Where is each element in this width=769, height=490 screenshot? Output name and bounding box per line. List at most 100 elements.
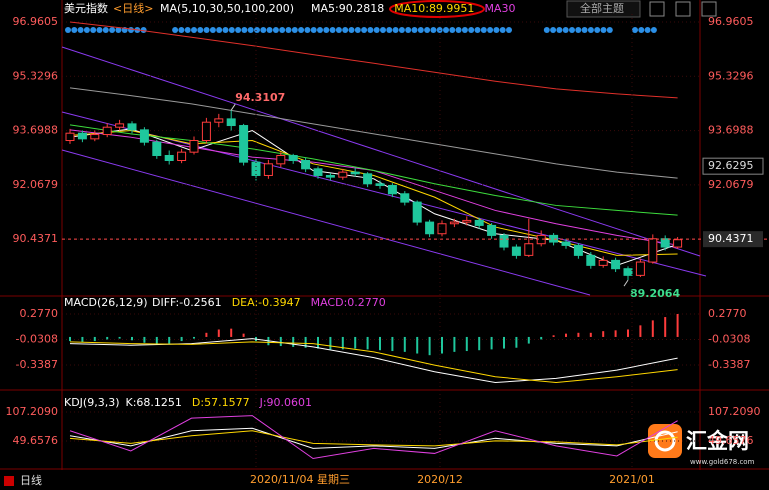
event-dot [411,27,418,33]
candle-body [375,183,385,186]
candle-body [363,173,373,185]
event-dot [644,27,651,33]
event-dot [235,27,242,33]
event-dot [310,27,317,33]
candle-body [313,168,323,176]
event-dot [247,27,254,33]
indicator: MA(5,10,30,50,100,200) [160,2,294,15]
candle-body [338,171,348,178]
candle-body [189,140,199,153]
event-dot [562,27,569,33]
indicator-line [69,415,678,460]
candle-body [301,159,311,170]
indicator-line [69,21,678,99]
candle-body [673,239,683,248]
event-dot [291,27,298,33]
event-dot [140,27,147,33]
candle-body [573,244,583,256]
candle-body [65,132,75,142]
candle-body [487,224,497,236]
period[interactable]: 日线 [20,473,42,487]
candle-body [412,201,422,223]
toolbar-icon[interactable] [649,1,665,17]
candle-body [251,161,261,176]
y-tick-label: -0.0308 [16,333,58,346]
candle-body [239,125,249,163]
event-dot [197,27,204,33]
logo-name: 汇金网 [686,429,749,453]
logo-icon [648,424,682,458]
event-dot [455,27,462,33]
y-tick-label-right: 0.2770 [708,307,747,320]
event-dot [575,27,582,33]
event-dot [650,27,657,33]
event-dot [443,27,449,33]
event-dot [380,27,386,33]
event-dot [71,27,78,33]
event-dot [348,27,355,33]
event-dot [556,27,563,33]
candle-body [524,243,534,256]
candle-body [623,268,633,276]
event-dot [474,27,481,33]
y-tick-label: 96.9605 [13,15,59,28]
event-dot [329,27,336,33]
event-dot [184,27,191,33]
high-pointer [230,103,236,111]
theme-button[interactable] [566,0,641,18]
candle-body [102,126,112,136]
event-dot [499,27,506,33]
event-dot [83,27,90,33]
legend-label: D:57.1577 [192,396,250,409]
event-dot [323,27,330,33]
event-dot [266,27,273,33]
legend-label: MA5:90.2818 [311,2,384,15]
candle-body [139,129,149,143]
title: 美元指数 [64,1,108,15]
low-annotation: 89.2064 [630,287,680,300]
y-tick-label-right: -0.0308 [708,333,750,346]
event-dot [172,27,179,33]
event-dot [587,27,594,33]
event-dot [191,27,197,33]
y-tick-label: 93.6988 [13,124,59,137]
event-dot [600,27,607,33]
candle-body [201,121,211,142]
candle-body [387,184,397,195]
y-tick-label-right: -0.3387 [708,358,750,371]
panel-title: MACD(26,12,9) [64,296,148,309]
event-dot [386,27,393,33]
y-tick-label-right: 93.6988 [708,124,754,137]
legend-label: MACD:0.2770 [311,296,386,309]
y-tick-label-right: 95.3296 [708,69,754,82]
theme-button-label[interactable]: 全部主题 [580,1,624,15]
event-dot [335,27,342,33]
candle-body [325,174,335,178]
candle-body [425,221,435,235]
channel-line [61,46,701,257]
candle-body [127,123,137,131]
toolbar-icon[interactable] [701,1,717,17]
event-dot [342,27,349,33]
legend-label: DEA:-0.3947 [232,296,301,309]
candle-body [586,254,596,266]
legend-label: J:90.0601 [259,396,312,409]
event-dots [65,27,657,33]
period-icon[interactable] [4,476,14,486]
toolbar-icon[interactable] [675,1,691,17]
event-dot [90,27,97,33]
candle-body [164,154,174,161]
candle-body [462,219,472,223]
candle-body [226,118,236,127]
y-tick-label: -0.3387 [16,358,58,371]
legend-label: K:68.1251 [126,396,182,409]
marked-price-box [702,157,764,175]
candle-body [400,193,410,203]
event-dot [638,27,645,33]
event-dot [203,27,210,33]
event-dot [96,27,103,33]
y-tick-label: 49.6576 [13,434,59,447]
subtitle: <日线> [113,1,153,15]
event-dot [128,27,134,33]
